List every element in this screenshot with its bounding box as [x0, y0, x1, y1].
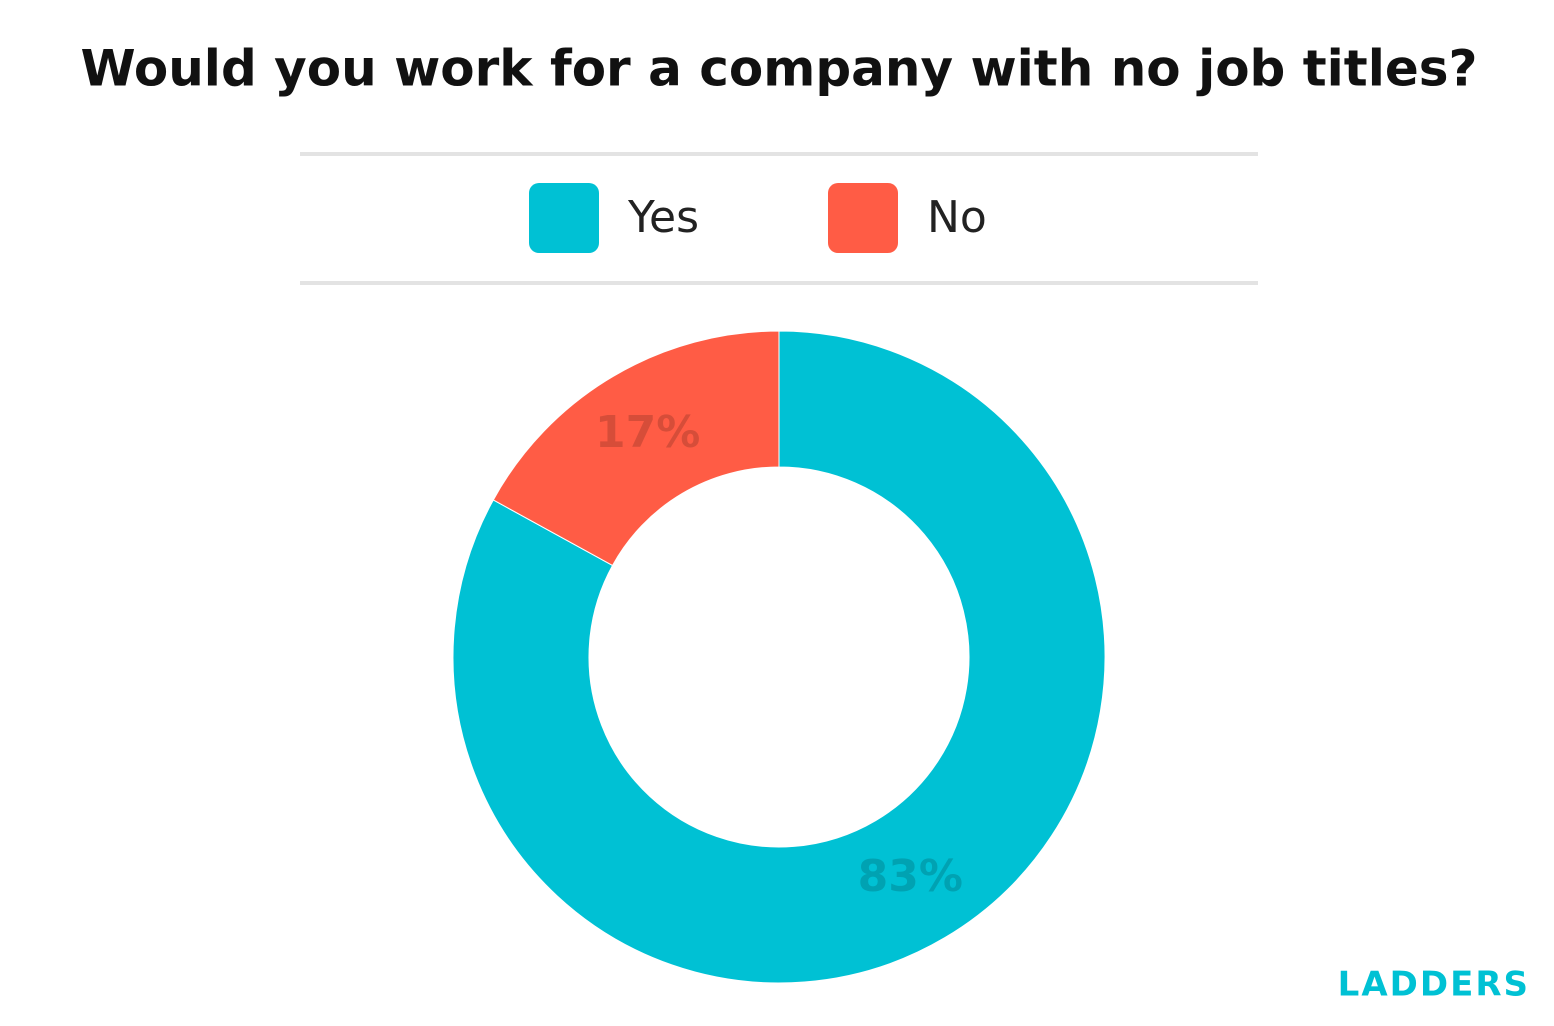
donut-segment [492, 330, 780, 567]
brand: LADDERS [1338, 965, 1530, 1005]
legend-label: Yes [627, 192, 699, 243]
legend-label: No [927, 192, 987, 243]
legend-swatch [828, 183, 898, 253]
chart-title: Would you work for a company with no job… [80, 40, 1477, 98]
value-label: 83% [858, 851, 963, 902]
donut-segment [452, 330, 1106, 984]
legend-swatch [529, 183, 599, 253]
value-label: 17% [595, 407, 700, 458]
